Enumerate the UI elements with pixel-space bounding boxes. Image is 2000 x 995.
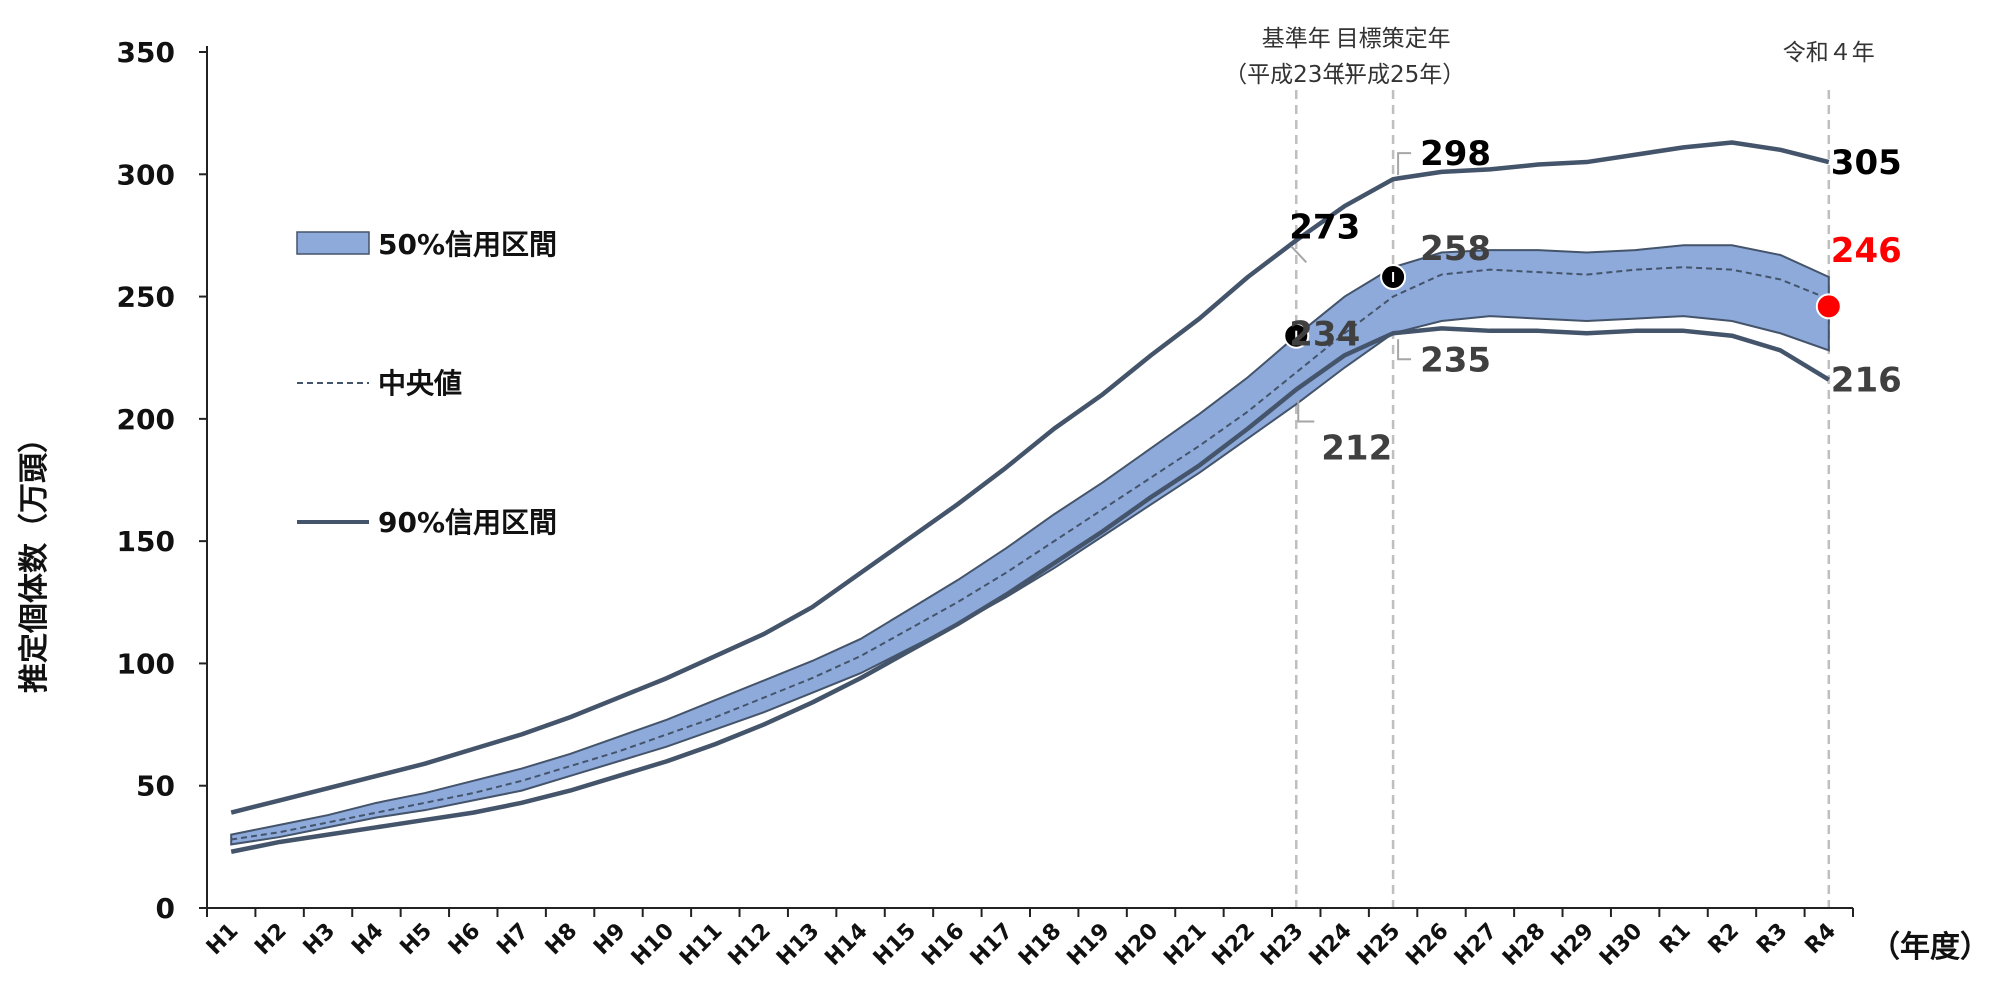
x-tick-label-H17: H17 (966, 919, 1018, 971)
reference-label-1: 目標策定年 (1336, 26, 1451, 52)
x-tick-label-H25: H25 (1353, 919, 1405, 971)
x-tick-label-H29: H29 (1547, 919, 1599, 971)
value-labels: 273 234 212 298 258 235 305 246 216 (1283, 134, 1902, 469)
value-label-leader (1397, 339, 1412, 361)
x-tick-label-H11: H11 (675, 919, 727, 971)
x-tick-label-H3: H3 (299, 919, 341, 961)
highlight-point-R4 (1815, 293, 1842, 320)
x-tick-label-H21: H21 (1159, 919, 1211, 971)
legend-band50-label: 50%信用区間 (378, 228, 557, 261)
x-tick-label-H23: H23 (1256, 919, 1308, 971)
x-tick-label-H19: H19 (1063, 919, 1115, 971)
value-label-235: 235 (1420, 340, 1491, 380)
legend-band50-swatch (296, 231, 370, 255)
x-tick-label-H10: H10 (627, 919, 679, 971)
x-tick-label-H27: H27 (1450, 919, 1502, 971)
reference-label-2: 令和４年 (1783, 40, 1875, 66)
x-tick-label-H13: H13 (772, 919, 824, 971)
x-tick-label-H8: H8 (541, 919, 583, 961)
y-tick-label-300: 300 (117, 158, 175, 191)
band-50 (230, 244, 1830, 846)
x-tick-label-H1: H1 (202, 919, 244, 961)
x-tick-label-H26: H26 (1401, 919, 1453, 971)
reference-label-0: 基準年 (1262, 26, 1331, 52)
x-tick-label-H22: H22 (1208, 919, 1260, 971)
x-tick-label-H7: H7 (492, 919, 534, 961)
value-label-305: 305 (1831, 143, 1902, 183)
x-tick-label-H14: H14 (820, 919, 872, 971)
credible-bands (230, 244, 1830, 846)
legend-median-label: 中央値 (378, 367, 462, 400)
value-label-leader (1297, 399, 1315, 423)
legend: 50%信用区間 中央値 90%信用区間 (296, 228, 557, 539)
reference-lines: 基準年 （平成23年） 目標策定年 （平成25年） 令和４年 (1224, 26, 1875, 908)
reference-sublabel-1: （平成25年） (1321, 62, 1465, 88)
y-tick-label-250: 250 (117, 281, 175, 314)
value-label-273: 273 (1289, 207, 1360, 247)
value-label-216: 216 (1831, 361, 1902, 401)
y-tick-label-150: 150 (117, 525, 175, 558)
x-tick-label-R1: R1 (1655, 919, 1695, 959)
y-tick-label-0: 0 (156, 892, 175, 925)
x-tick-label-H5: H5 (396, 919, 438, 961)
legend-band90-label: 90%信用区間 (378, 506, 557, 539)
x-tick-label-H30: H30 (1595, 919, 1647, 971)
x-tick-label-H12: H12 (724, 919, 776, 971)
x-tick-label-H20: H20 (1111, 919, 1163, 971)
x-tick-label-H16: H16 (917, 919, 969, 971)
y-tick-label-100: 100 (117, 647, 175, 680)
y-tick-label-50: 50 (136, 770, 175, 803)
x-tick-label-H24: H24 (1305, 919, 1357, 971)
series-lines (230, 140, 1830, 854)
x-tick-label-H18: H18 (1014, 919, 1066, 971)
x-axis-title: （年度） (1870, 930, 1990, 965)
line-lower90 (230, 326, 1830, 854)
value-label-leader (1290, 245, 1307, 264)
x-tick-label-H28: H28 (1498, 919, 1550, 971)
x-tick-label-H15: H15 (869, 919, 921, 971)
x-tick-label-R4: R4 (1801, 919, 1841, 959)
x-tick-label-H6: H6 (444, 919, 486, 961)
x-tick-label-R2: R2 (1704, 919, 1744, 959)
value-label-246: 246 (1831, 231, 1902, 271)
value-label-298: 298 (1420, 134, 1491, 174)
x-tick-label-H2: H2 (250, 919, 292, 961)
line-median (231, 266, 1830, 841)
reference-sublabel-0: （平成23年） (1224, 62, 1368, 88)
value-label-leader (1397, 152, 1412, 176)
y-tick-label-200: 200 (117, 403, 175, 436)
x-tick-label-R3: R3 (1752, 919, 1792, 959)
value-label-234: 234 (1289, 315, 1360, 355)
y-axis-title: 推定個体数（万頭） (17, 423, 52, 693)
line-upper90 (230, 140, 1830, 815)
y-tick-label-350: 350 (117, 36, 175, 69)
x-tick-label-H4: H4 (347, 919, 389, 961)
x-tick-label-H9: H9 (589, 919, 631, 961)
value-label-258: 258 (1420, 229, 1491, 269)
value-label-212: 212 (1321, 429, 1392, 469)
